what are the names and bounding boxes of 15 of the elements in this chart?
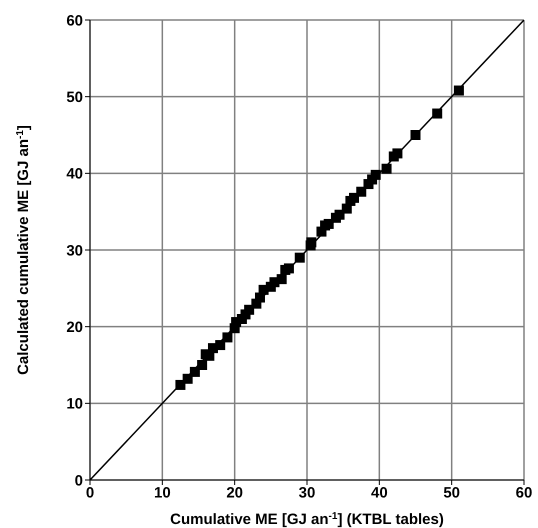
x-tick-label: 50 [443, 484, 460, 502]
y-tick-label: 20 [66, 318, 83, 336]
x-tick-label: 40 [370, 484, 388, 502]
y-tick-label: 60 [66, 12, 83, 30]
x-tick-label: 10 [154, 484, 171, 502]
x-tick-label: 20 [226, 484, 244, 502]
y-tick-label: 40 [66, 166, 83, 183]
x-tick-label: 60 [516, 484, 532, 502]
x-axis-title: Cumulative ME [GJ an$^{-1}$] (KTBL tables) [170, 510, 444, 528]
x-tick-label: 30 [298, 484, 316, 502]
y-tick-label: 0 [74, 472, 83, 490]
y-tick-label: 30 [66, 242, 83, 260]
y-tick-label: 10 [66, 396, 83, 413]
y-tick-label: 50 [66, 88, 83, 106]
x-tick-label: 0 [86, 484, 94, 502]
